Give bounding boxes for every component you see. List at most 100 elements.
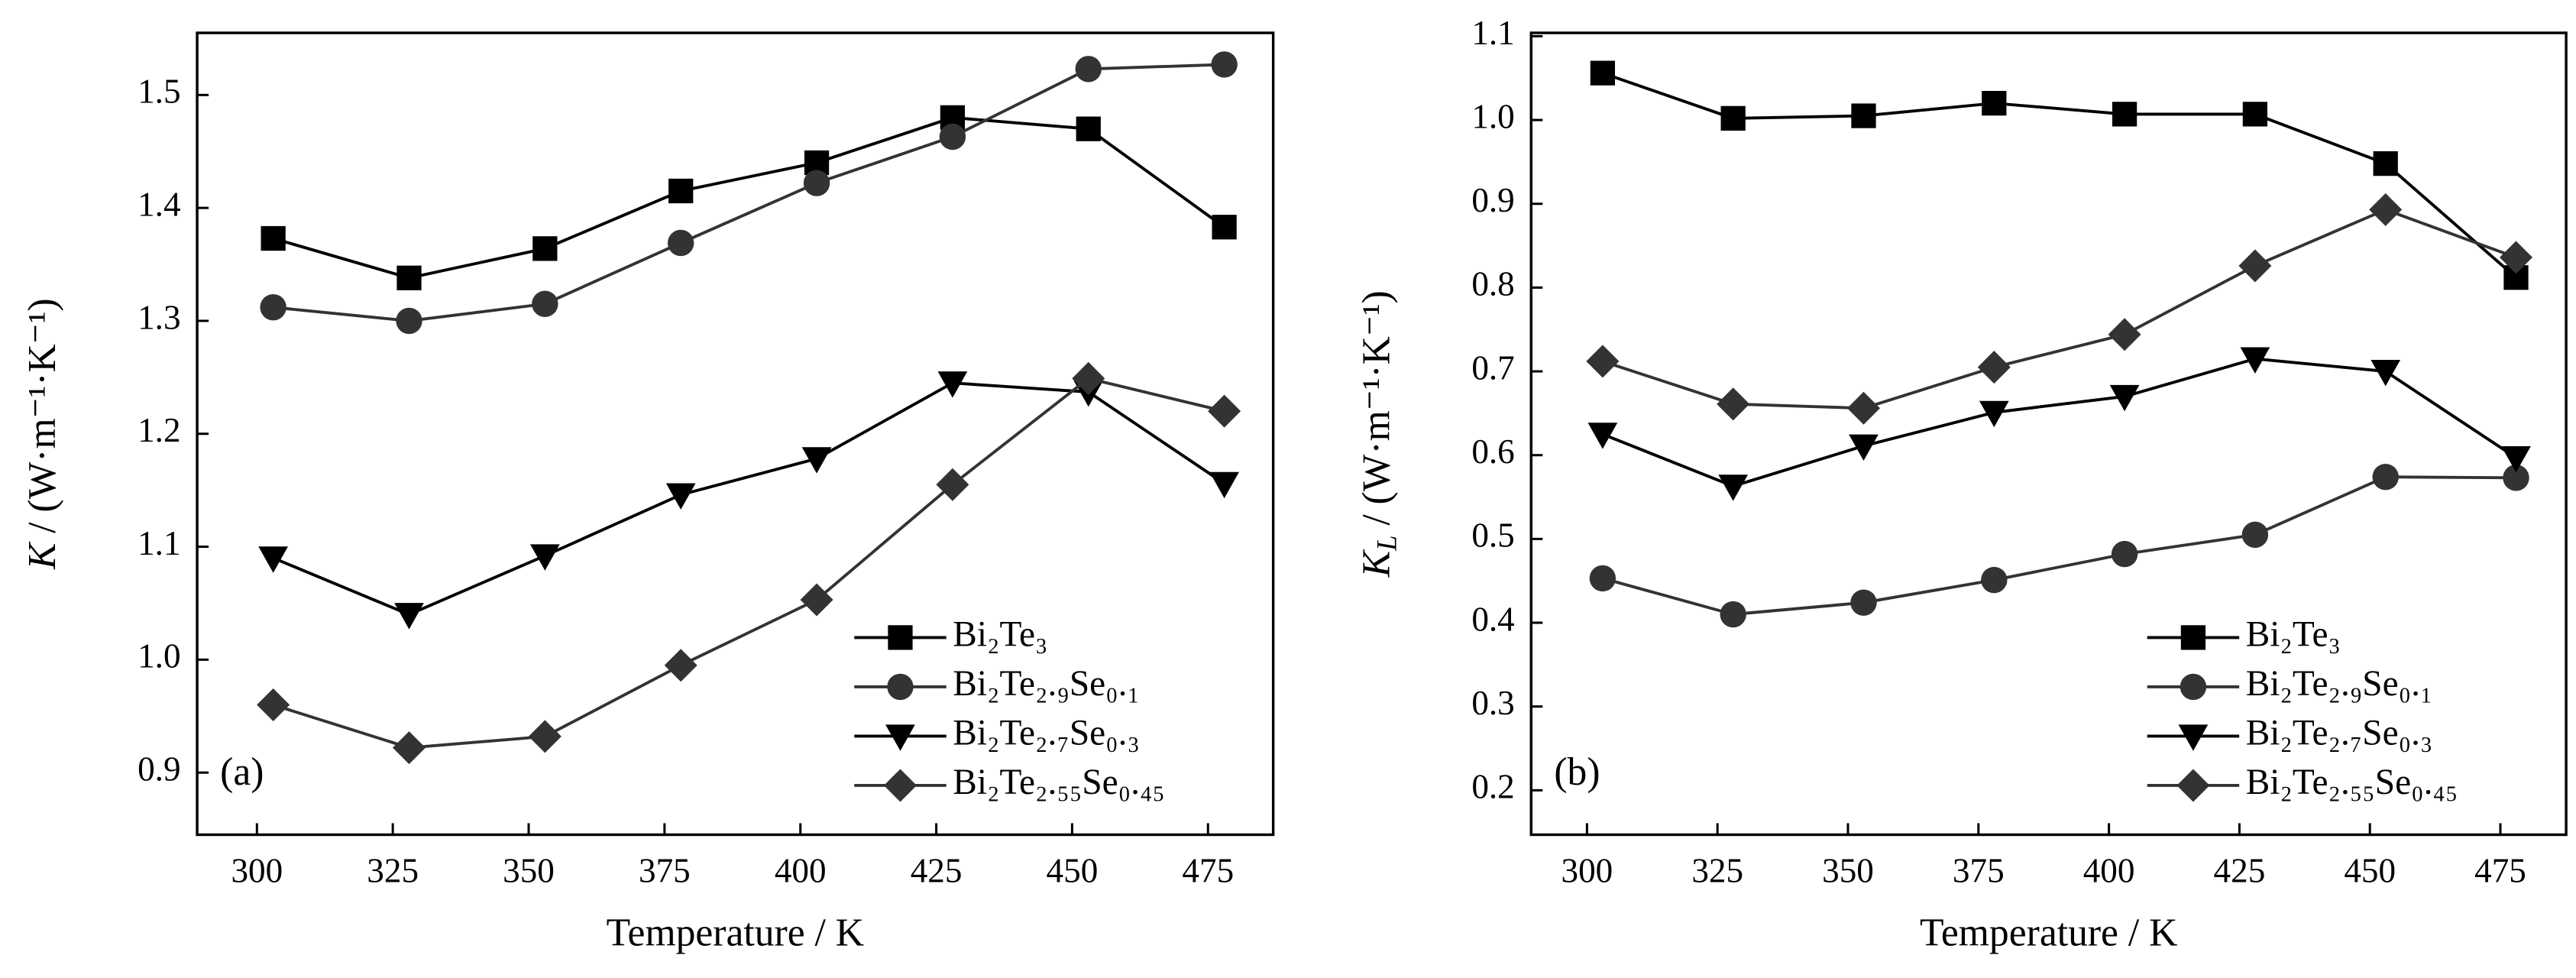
- marker: [1850, 589, 1877, 616]
- y-axis-symbol: K: [1354, 549, 1398, 578]
- series-line: [1602, 357, 2517, 488]
- x-tick-label: 325: [1691, 851, 1743, 889]
- series-line: [273, 377, 1225, 750]
- marker: [1587, 423, 1618, 449]
- marker: [1720, 601, 1746, 628]
- marker: [2500, 241, 2533, 274]
- series-line: [1602, 71, 2517, 279]
- marker: [257, 688, 290, 721]
- y-tick-label: 0.4: [1471, 600, 1514, 638]
- panel-label: (b): [1554, 750, 1600, 794]
- x-tick-label: 350: [503, 851, 555, 889]
- x-tick-label: 450: [1047, 851, 1099, 889]
- marker: [393, 731, 426, 765]
- legend-label: Bi₂Te₂.₉Se₀.₁: [2246, 664, 2433, 704]
- x-tick-label: 450: [2344, 851, 2396, 889]
- y-tick-label: 1.1: [1471, 14, 1514, 52]
- x-tick-label: 375: [639, 851, 691, 889]
- marker: [2369, 193, 2403, 226]
- marker: [2242, 102, 2268, 127]
- y-tick-label: 1.2: [138, 411, 180, 449]
- y-tick-label: 0.5: [1471, 517, 1514, 555]
- series-line: [272, 381, 1225, 617]
- marker: [939, 123, 966, 151]
- marker: [1720, 105, 1746, 131]
- x-tick-label: 325: [367, 851, 419, 889]
- marker: [665, 483, 696, 510]
- y-tick-label: 1.0: [138, 637, 180, 675]
- marker: [2503, 465, 2529, 491]
- marker: [2240, 347, 2270, 374]
- marker: [1981, 566, 2008, 594]
- marker: [530, 544, 560, 571]
- marker: [1590, 60, 1616, 86]
- x-tick-label: 300: [1561, 851, 1613, 889]
- y-tick-label: 0.6: [1471, 432, 1514, 471]
- marker: [1718, 474, 1749, 501]
- plot-frame: [1529, 31, 2568, 837]
- marker: [258, 546, 289, 573]
- marker: [803, 170, 830, 196]
- legend-marker: [2180, 625, 2206, 650]
- marker: [1208, 394, 1241, 428]
- marker: [396, 265, 422, 290]
- marker: [1589, 565, 1616, 592]
- x-axis-label: Temperature / K: [607, 912, 864, 955]
- y-tick-label: 1.4: [138, 185, 180, 223]
- y-tick-label: 1.0: [1471, 97, 1514, 135]
- x-axis-label: Temperature / K: [1920, 912, 2177, 955]
- legend-marker: [2178, 724, 2209, 751]
- marker: [528, 720, 561, 753]
- marker: [668, 178, 694, 204]
- marker: [1211, 51, 1238, 78]
- x-tick-label: 400: [2083, 851, 2135, 889]
- legend-label: Bi₂Te₂.₅₅Se₀.₄₅: [953, 763, 1165, 802]
- y-tick-label: 0.8: [1471, 265, 1514, 303]
- chart-panel: 300 325 350 375 400 425 450 475 0.9 1.0 1.1 1.2 1.3 1…: [21, 31, 1275, 955]
- y-tick-label: 1.1: [138, 524, 180, 562]
- chart-panel: 300 325 350 375 400 425 450 475 0.2 0.3 0.4 0.5 0.6 0…: [1354, 14, 2568, 955]
- marker: [2372, 464, 2399, 491]
- marker: [260, 293, 286, 321]
- legend-marker: [2180, 673, 2207, 701]
- marker: [1212, 215, 1237, 240]
- x-tick-label: 425: [911, 851, 963, 889]
- y-tick-label: 0.7: [1471, 348, 1514, 387]
- y-tick-label: 1.5: [138, 73, 180, 111]
- legend-marker: [885, 724, 915, 751]
- legend-marker: [888, 625, 913, 650]
- marker: [394, 603, 424, 630]
- marker: [261, 225, 286, 251]
- marker: [2371, 359, 2401, 387]
- series-line: [1602, 208, 2517, 410]
- legend-marker: [887, 673, 914, 701]
- y-axis-subscript: L: [1371, 536, 1403, 552]
- series-line: [273, 115, 1225, 280]
- marker: [664, 649, 697, 682]
- marker: [1072, 361, 1105, 395]
- panel-label: (a): [220, 750, 264, 794]
- y-tick-label: 0.3: [1471, 684, 1514, 722]
- marker: [1979, 400, 2009, 428]
- x-tick-label: 300: [231, 851, 283, 889]
- y-tick-label: 0.2: [1471, 768, 1514, 806]
- marker: [936, 468, 969, 501]
- legend-label: Bi₂Te₃: [953, 614, 1047, 654]
- series-line: [1602, 475, 2516, 617]
- marker: [2373, 151, 2398, 176]
- x-tick-label: 375: [1953, 851, 2005, 889]
- x-tick-label: 400: [775, 851, 827, 889]
- x-tick-label: 475: [2474, 851, 2526, 889]
- y-axis-symbol: K: [21, 541, 64, 570]
- marker: [2109, 384, 2140, 412]
- legend-label: Bi₂Te₂.₅₅Se₀.₄₅: [2246, 763, 2458, 802]
- legend-label: Bi₂Te₂.₇Se₀.₃: [2246, 713, 2433, 753]
- legend-label: Bi₂Te₂.₉Se₀.₁: [953, 664, 1140, 704]
- legend-label: Bi₂Te₂.₇Se₀.₃: [953, 713, 1140, 753]
- y-tick-label: 1.3: [138, 298, 180, 336]
- legend-label: Bi₂Te₃: [2246, 614, 2341, 654]
- marker: [2501, 445, 2531, 473]
- marker: [668, 229, 694, 257]
- y-axis-unit: / (W·m⁻¹·K⁻¹): [1354, 290, 1398, 535]
- marker: [2112, 102, 2137, 127]
